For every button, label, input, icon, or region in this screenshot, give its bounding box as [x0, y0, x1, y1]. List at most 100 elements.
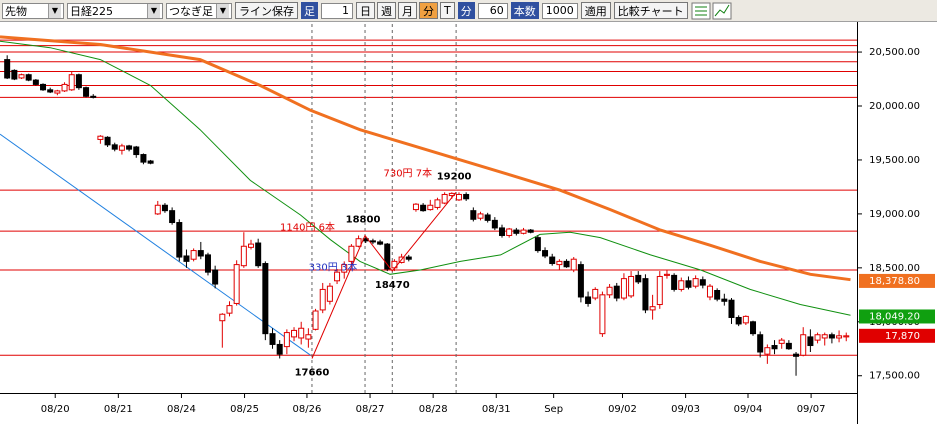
candle-body: [32, 79, 39, 85]
candle-body: [111, 144, 118, 150]
candle-body: [757, 334, 764, 353]
candle-body: [620, 278, 627, 299]
count-value[interactable]: 1000: [541, 2, 578, 19]
period-button[interactable]: 分: [419, 2, 438, 19]
candle-body: [441, 193, 448, 204]
candle-body: [599, 294, 606, 335]
candle-body: [785, 342, 792, 350]
period-button[interactable]: 月: [398, 2, 417, 19]
candle-body: [663, 273, 670, 276]
candle-body: [821, 334, 828, 339]
candle-body: [405, 256, 412, 260]
candle-body: [61, 83, 68, 92]
candle-body: [764, 347, 771, 355]
candle-body: [283, 332, 290, 348]
candle-body: [592, 288, 599, 299]
series-type: つなぎ足: [169, 4, 213, 18]
y-tick-label: 19,500.00: [869, 155, 920, 166]
price-tag: [859, 328, 935, 343]
candle-body: [140, 154, 147, 163]
y-tick-label: 20,000.00: [869, 101, 920, 112]
swing-label: 17660: [295, 367, 330, 378]
candle-body: [491, 219, 498, 229]
period-button[interactable]: 週: [377, 2, 396, 19]
candle-body: [161, 204, 168, 212]
period-button[interactable]: 日: [356, 2, 375, 19]
swing-annotation: 1140円 6本: [280, 220, 335, 233]
candle-body: [326, 285, 333, 302]
x-tick-label: 09/04: [734, 404, 763, 415]
candle-body: [563, 260, 570, 268]
candle-body: [742, 315, 749, 324]
unit-value[interactable]: 60: [477, 2, 508, 19]
candle-body: [255, 242, 262, 267]
symbol: 日経225: [70, 4, 113, 18]
candle-body: [714, 290, 721, 300]
swing-label: 18470: [375, 280, 410, 291]
candle-body: [800, 334, 807, 356]
symbol-select[interactable]: 日経225 ▼: [67, 2, 163, 19]
candle-body: [728, 299, 735, 318]
candle-body: [355, 238, 362, 247]
candle-body: [699, 279, 706, 286]
candle-body: [75, 74, 82, 89]
candle-body: [606, 286, 613, 296]
candle-body: [118, 145, 125, 151]
candle-body: [169, 210, 176, 224]
candle-body: [226, 305, 233, 314]
candle-body: [147, 160, 154, 164]
series-type-select[interactable]: つなぎ足 ▼: [166, 2, 232, 19]
period-button[interactable]: T: [440, 2, 455, 19]
candle-body: [341, 264, 348, 273]
candle-body: [771, 345, 778, 350]
x-tick-label: Sep: [544, 404, 563, 415]
x-tick-label: 08/26: [293, 404, 322, 415]
candle-body: [412, 203, 419, 211]
candle-body: [520, 229, 527, 234]
candle-body: [126, 145, 133, 150]
candle-body: [305, 334, 312, 340]
candle-body: [506, 228, 513, 236]
x-tick-label: 08/24: [167, 404, 196, 415]
candle-body: [735, 316, 742, 325]
instrument-select[interactable]: 先物 ▼: [2, 2, 64, 19]
candle-body: [248, 243, 255, 248]
candle-body: [233, 264, 240, 304]
candle-body: [455, 193, 462, 201]
candle-body: [513, 229, 520, 234]
candle-body: [585, 296, 592, 304]
bar-count[interactable]: 1: [321, 2, 353, 19]
indicator-line: [0, 40, 851, 316]
candle-body: [656, 275, 663, 306]
apply-button[interactable]: 適用: [580, 2, 611, 19]
swing-annotation: 330円 3本: [309, 260, 358, 273]
candle-body: [434, 199, 441, 208]
candle-body: [11, 69, 18, 80]
candle-body: [104, 136, 111, 146]
candle-body: [671, 274, 678, 290]
price-tag-label: 18,378.80: [869, 276, 920, 287]
candle-body: [68, 74, 75, 91]
plot-area: [0, 24, 857, 393]
price-tag-label: 17,870: [885, 331, 920, 342]
compare-button[interactable]: 比較チャート: [613, 2, 688, 19]
candle-body: [463, 193, 470, 200]
candle-body: [276, 343, 283, 355]
candle-body: [685, 280, 692, 288]
candle-body: [649, 306, 656, 311]
candle-body: [556, 260, 563, 266]
tool-icons[interactable]: [691, 2, 733, 20]
indicator-line: [0, 35, 851, 282]
x-tick-label: 08/21: [104, 404, 133, 415]
candle-body: [97, 135, 104, 140]
candle-body: [377, 241, 384, 245]
candle-body: [298, 327, 305, 339]
swing-label: 18800: [346, 214, 381, 225]
save-button[interactable]: ライン保存: [235, 2, 298, 19]
candle-body: [420, 204, 427, 212]
unit-label: 分: [457, 2, 475, 19]
candle-body: [692, 278, 699, 287]
candle-body: [628, 275, 635, 297]
price-tag: [859, 309, 935, 324]
